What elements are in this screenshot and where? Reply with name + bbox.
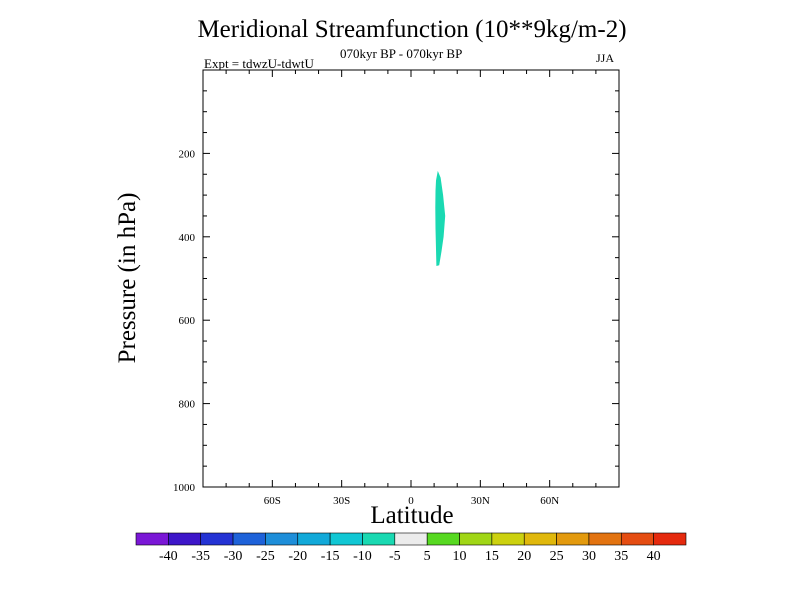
colorbar-label: 20 xyxy=(517,549,531,564)
colorbar-swatch xyxy=(135,532,169,546)
colorbar-label: 5 xyxy=(424,549,431,564)
colorbar-swatch xyxy=(232,532,266,546)
colorbar-swatch xyxy=(200,532,234,546)
colorbar-label: 30 xyxy=(582,549,596,564)
x-tick-label: 60N xyxy=(540,495,559,507)
x-tick-label: 30S xyxy=(333,495,350,507)
colorbar-label: -30 xyxy=(224,549,243,564)
colorbar-label: -40 xyxy=(159,549,178,564)
colorbar-label: 40 xyxy=(647,549,661,564)
shaded-region xyxy=(435,170,446,266)
colorbar-swatch xyxy=(491,532,525,546)
colorbar-swatch xyxy=(394,532,428,546)
colorbar-swatch xyxy=(426,532,460,546)
y-tick-label: 400 xyxy=(179,232,196,244)
colorbar-swatch xyxy=(653,532,687,546)
shaded-contour-layer xyxy=(435,170,446,266)
season-label: JJA xyxy=(596,51,615,65)
colorbar-swatch xyxy=(588,532,622,546)
colorbar-swatch xyxy=(297,532,331,546)
colorbar: -40 -35 -30 -25 -20 -15 -10 -5 5 10 15 20 25 30 35 40 xyxy=(135,532,687,564)
experiment-label: Expt = tdwzU-tdwtU xyxy=(204,56,314,71)
colorbar-label: 35 xyxy=(614,549,628,564)
plot-frame xyxy=(202,69,620,488)
chart-subtitle: 070kyr BP - 070kyr BP xyxy=(340,46,463,61)
colorbar-swatch xyxy=(329,532,363,546)
colorbar-label: -20 xyxy=(288,549,307,564)
colorbar-label: -5 xyxy=(389,549,401,564)
colorbar-swatch xyxy=(556,532,590,546)
colorbar-label: 15 xyxy=(485,549,499,564)
colorbar-label: -35 xyxy=(191,549,210,564)
y-tick-label: 600 xyxy=(179,315,196,327)
y-tick-label: 800 xyxy=(179,399,196,411)
colorbar-label: -15 xyxy=(321,549,340,564)
axis-ticks: 60S 30S 0 30N 60N 200 400 600 800 1000 xyxy=(173,70,620,507)
x-tick-label: 0 xyxy=(408,495,414,507)
y-tick-label: 1000 xyxy=(173,482,196,494)
x-axis-label: Latitude xyxy=(370,502,454,529)
colorbar-label: -10 xyxy=(353,549,372,564)
colorbar-swatch xyxy=(620,532,654,546)
colorbar-swatch xyxy=(362,532,396,546)
colorbar-swatch xyxy=(168,532,202,546)
x-tick-label: 30N xyxy=(471,495,490,507)
y-tick-label: 200 xyxy=(179,148,196,160)
chart-title: Meridional Streamfunction (10**9kg/m-2) xyxy=(197,16,627,43)
colorbar-swatch xyxy=(459,532,493,546)
x-tick-label: 60S xyxy=(264,495,281,507)
colorbar-label: 10 xyxy=(453,549,467,564)
colorbar-label: -25 xyxy=(256,549,275,564)
colorbar-label: 25 xyxy=(550,549,564,564)
colorbar-swatch xyxy=(523,532,557,546)
colorbar-swatch xyxy=(265,532,299,546)
